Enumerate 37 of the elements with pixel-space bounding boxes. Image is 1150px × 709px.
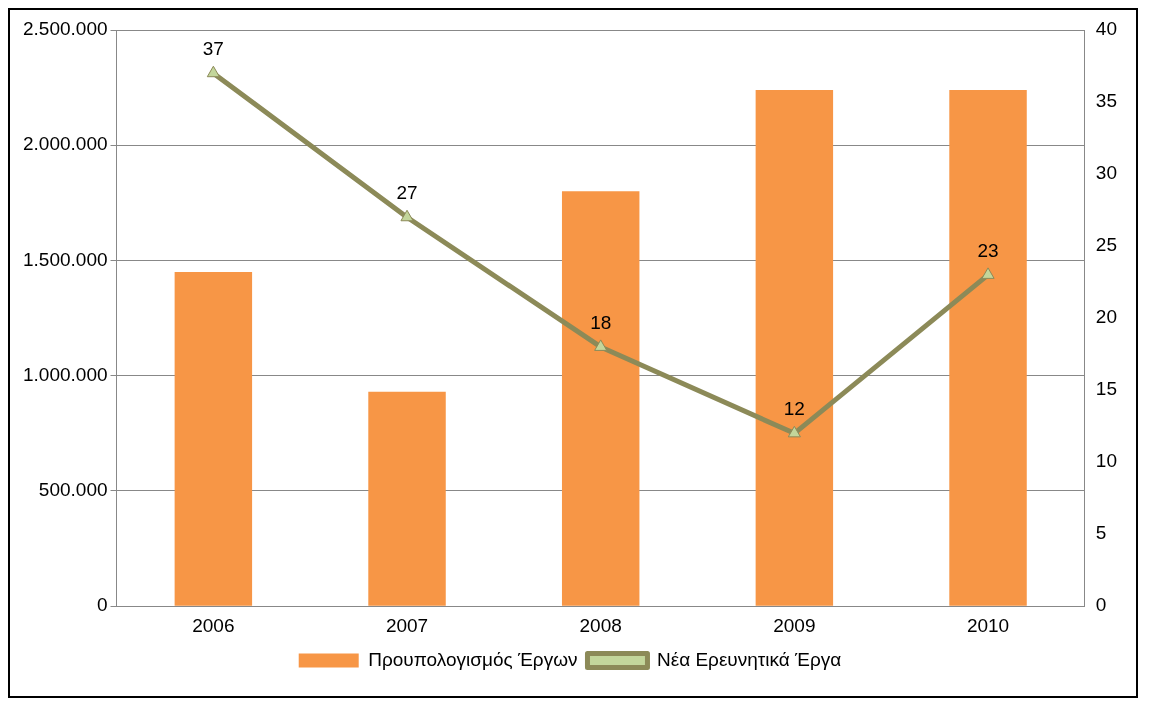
- y-tick-label: 2.500.000: [22, 18, 108, 40]
- y-tick-label: 1.500.000: [22, 248, 108, 270]
- point: [981, 267, 995, 279]
- bar: [174, 272, 253, 606]
- data-label: 12: [783, 398, 805, 420]
- y2-tick-label: 15: [1095, 378, 1118, 400]
- data-label: 18: [590, 311, 612, 333]
- y-tick-label: 1.000.000: [22, 363, 108, 385]
- data-label: 37: [202, 37, 224, 59]
- y2-tick-label: 35: [1095, 90, 1118, 112]
- y2-tick-label: 30: [1095, 162, 1118, 184]
- x-tick-label: 2009: [773, 614, 816, 636]
- data-label: 23: [977, 239, 999, 261]
- y2-tick-label: 0: [1095, 594, 1107, 616]
- bar: [368, 391, 446, 606]
- bar: [561, 191, 640, 606]
- point: [400, 209, 414, 222]
- bar: [949, 89, 1027, 606]
- bar: [755, 89, 834, 606]
- x-tick-label: 2010: [966, 614, 1010, 636]
- y2-tick-label: 20: [1095, 306, 1118, 328]
- y2-tick-label: 40: [1095, 18, 1118, 40]
- y-tick-label: 500.000: [38, 479, 108, 501]
- x-tick-label: 2006: [192, 614, 235, 636]
- point: [206, 65, 220, 78]
- point: [594, 339, 608, 351]
- y-tick-label: 0: [96, 594, 108, 616]
- y2-tick-label: 25: [1095, 234, 1118, 256]
- y2-tick-label: 10: [1095, 450, 1118, 472]
- y2-tick-label: 5: [1095, 522, 1107, 544]
- y-tick-label: 2.000.000: [22, 133, 108, 155]
- legend-label: Νέα Ερευνητικά Έργα: [656, 648, 842, 670]
- x-tick-label: 2008: [579, 614, 622, 636]
- data-label: 27: [396, 182, 418, 203]
- x-tick-label: 2007: [385, 614, 429, 636]
- legend-label: Προυπολογισμός Έργων: [368, 648, 578, 670]
- point: [787, 425, 801, 438]
